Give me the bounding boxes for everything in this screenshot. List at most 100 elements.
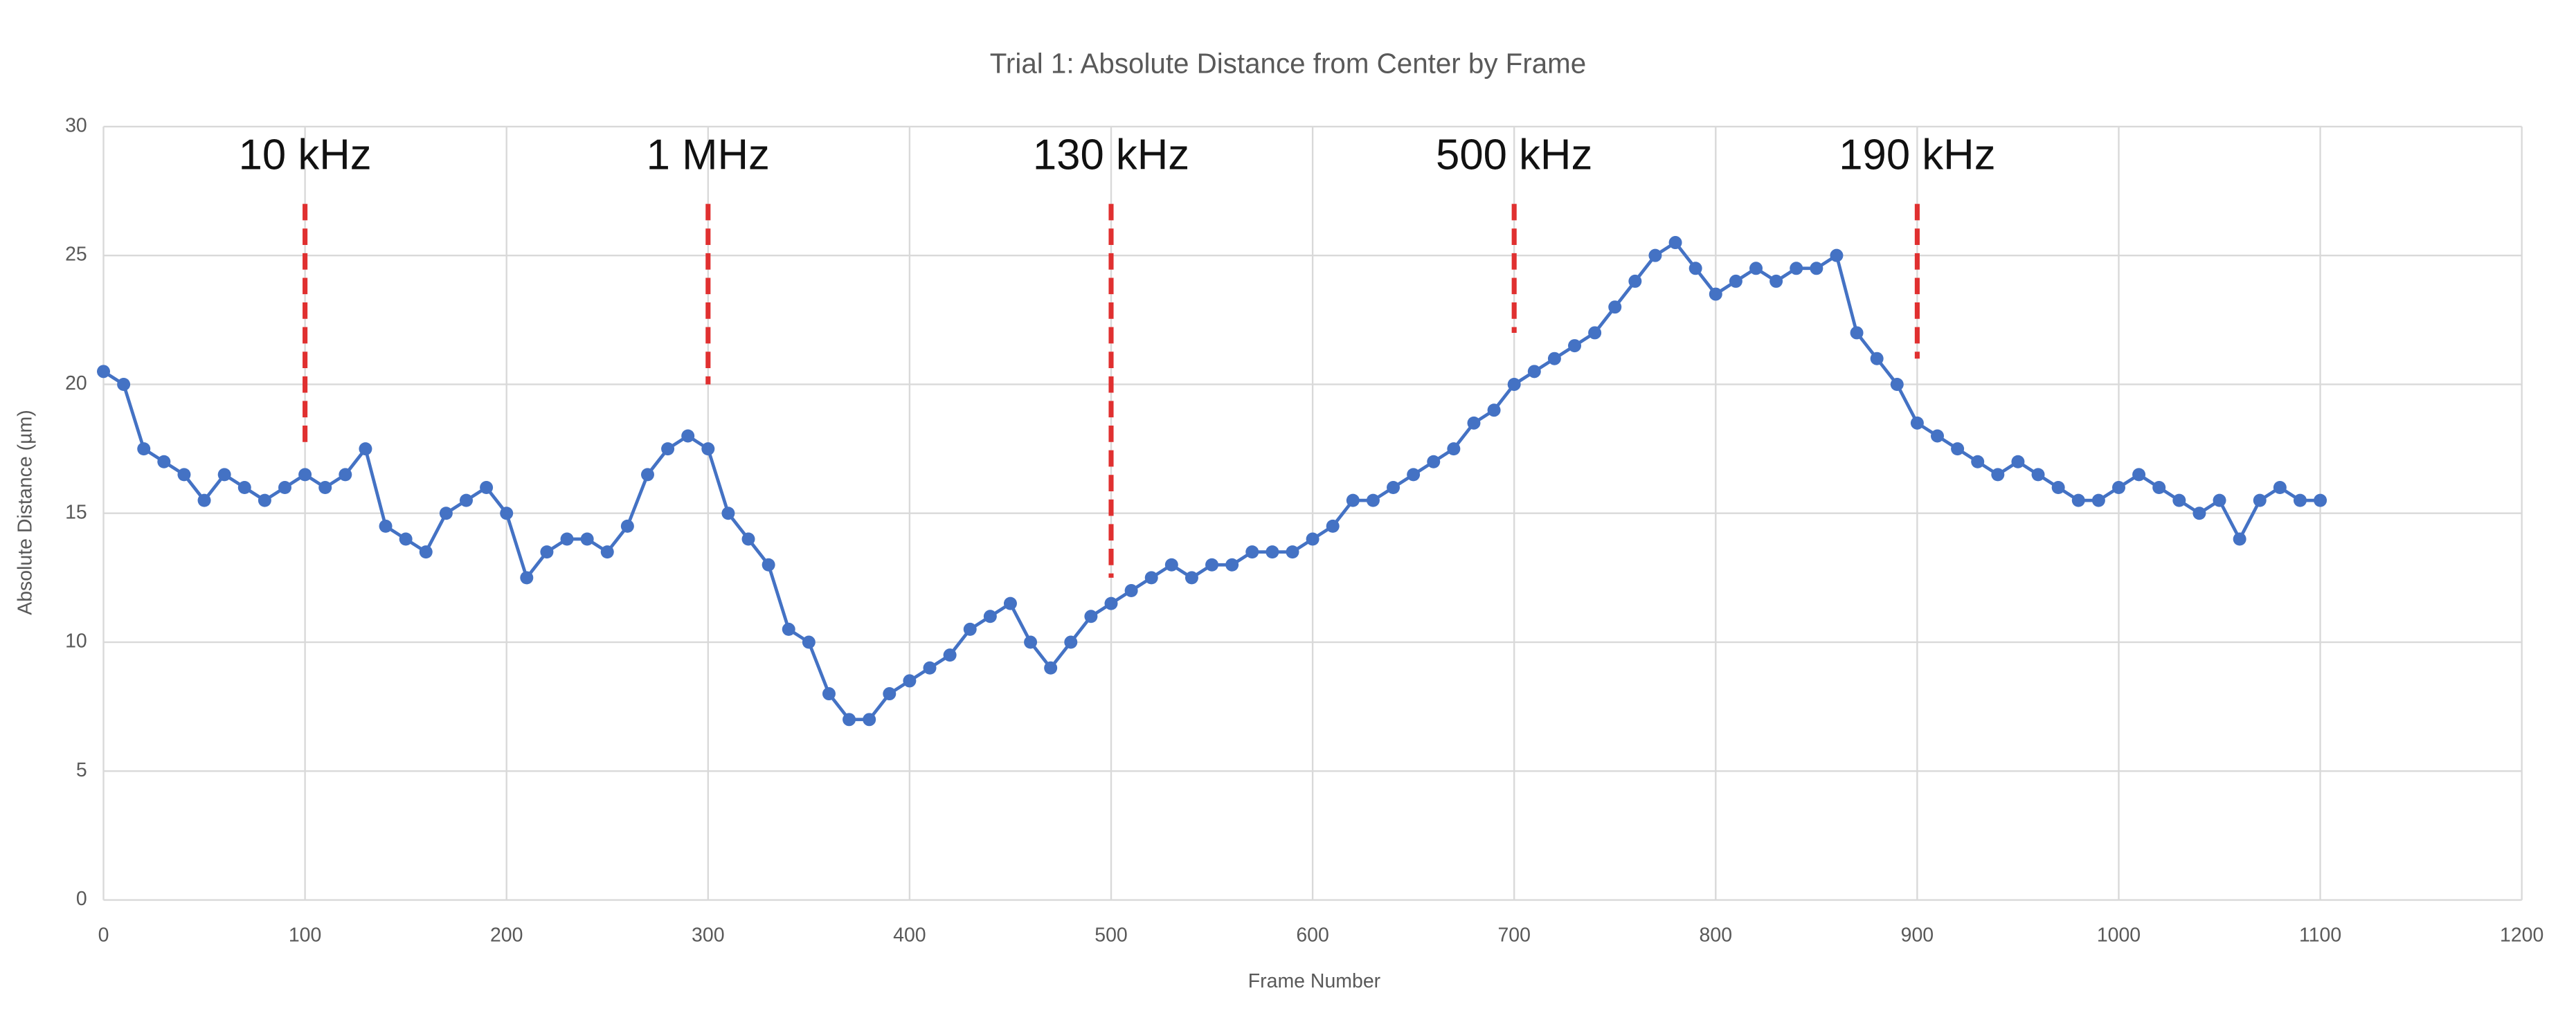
data-point [1286,545,1299,559]
data-point [480,480,494,494]
data-point [1245,545,1259,559]
x-tick-label: 800 [1700,924,1733,946]
data-point [2071,493,2085,507]
data-point [1487,403,1501,417]
data-point [1729,274,1742,288]
data-point [1507,377,1521,391]
data-point [1205,558,1219,572]
data-point [600,545,614,559]
data-point [298,468,312,482]
data-point [1387,480,1400,494]
data-point [1427,455,1441,468]
data-point [2132,468,2146,482]
x-tick-label: 100 [289,924,322,946]
x-tick-label: 1200 [2500,924,2543,946]
x-tick-label: 1100 [2299,924,2341,946]
annotation-label: 10 kHz [239,131,372,179]
data-point [1628,274,1642,288]
x-tick-label: 900 [1901,924,1934,946]
data-point [580,532,594,546]
data-point [863,713,876,727]
data-point [2293,493,2307,507]
data-point [923,661,937,675]
data-point [1769,274,1783,288]
y-tick-label: 20 [65,372,87,394]
data-point [721,507,735,520]
data-point [1991,468,2005,482]
annotation-label: 500 kHz [1436,131,1592,179]
data-point [177,468,191,482]
data-point [822,687,836,701]
data-point [339,468,352,482]
data-point [1326,519,1340,533]
data-point [1164,558,1178,572]
data-point [1407,468,1421,482]
data-point [2091,493,2105,507]
data-point [1850,326,1864,340]
data-point [1608,300,1622,314]
data-point [1910,416,1924,430]
data-point [1890,377,1904,391]
data-point [1568,339,1582,353]
data-point [661,442,675,456]
x-axis-label: Frame Number [1248,970,1380,992]
data-point [1588,326,1602,340]
data-point [1547,352,1561,365]
data-point [640,468,654,482]
y-tick-label: 0 [76,888,87,910]
data-point [1749,262,1763,275]
data-point [1185,571,1198,585]
data-point [117,377,131,391]
data-point [843,713,856,727]
data-point [459,493,473,507]
x-tick-label: 500 [1095,924,1127,946]
data-point [520,571,534,585]
data-point [97,365,110,379]
data-point [1668,236,1682,250]
data-point [2011,455,2025,468]
data-point [1266,545,1279,559]
data-point [2031,468,2045,482]
data-point [782,622,795,636]
x-tick-label: 200 [490,924,523,946]
data-point [1971,455,1985,468]
data-point [2253,493,2267,507]
data-point [1527,365,1541,379]
data-point [2111,480,2125,494]
data-point [318,480,332,494]
x-tick-label: 400 [893,924,926,946]
data-point [217,468,231,482]
data-point [1084,610,1098,623]
x-tick-label: 600 [1296,924,1329,946]
x-tick-label: 700 [1497,924,1531,946]
data-point [399,532,413,546]
data-point [1104,596,1118,610]
data-point [2314,493,2327,507]
data-point [237,480,251,494]
data-point [1688,262,1702,275]
data-point [762,558,775,572]
data-point [681,429,695,443]
data-point [439,507,453,520]
data-point [1870,352,1884,365]
data-point [500,507,514,520]
data-point [419,545,433,559]
data-point [278,480,291,494]
data-point [2192,507,2206,520]
y-tick-label: 15 [65,501,87,523]
series-line [102,240,2321,722]
data-point [1467,416,1481,430]
data-point [157,455,171,468]
data-point [963,622,977,636]
data-point [560,532,574,546]
y-tick-label: 5 [76,759,87,781]
data-point [1810,262,1823,275]
data-point [359,442,372,456]
data-point [701,442,715,456]
data-point [1931,429,1944,443]
data-point [1144,571,1158,585]
data-point [1124,584,1138,598]
y-axis-label: Absolute Distance (µm) [14,410,36,614]
